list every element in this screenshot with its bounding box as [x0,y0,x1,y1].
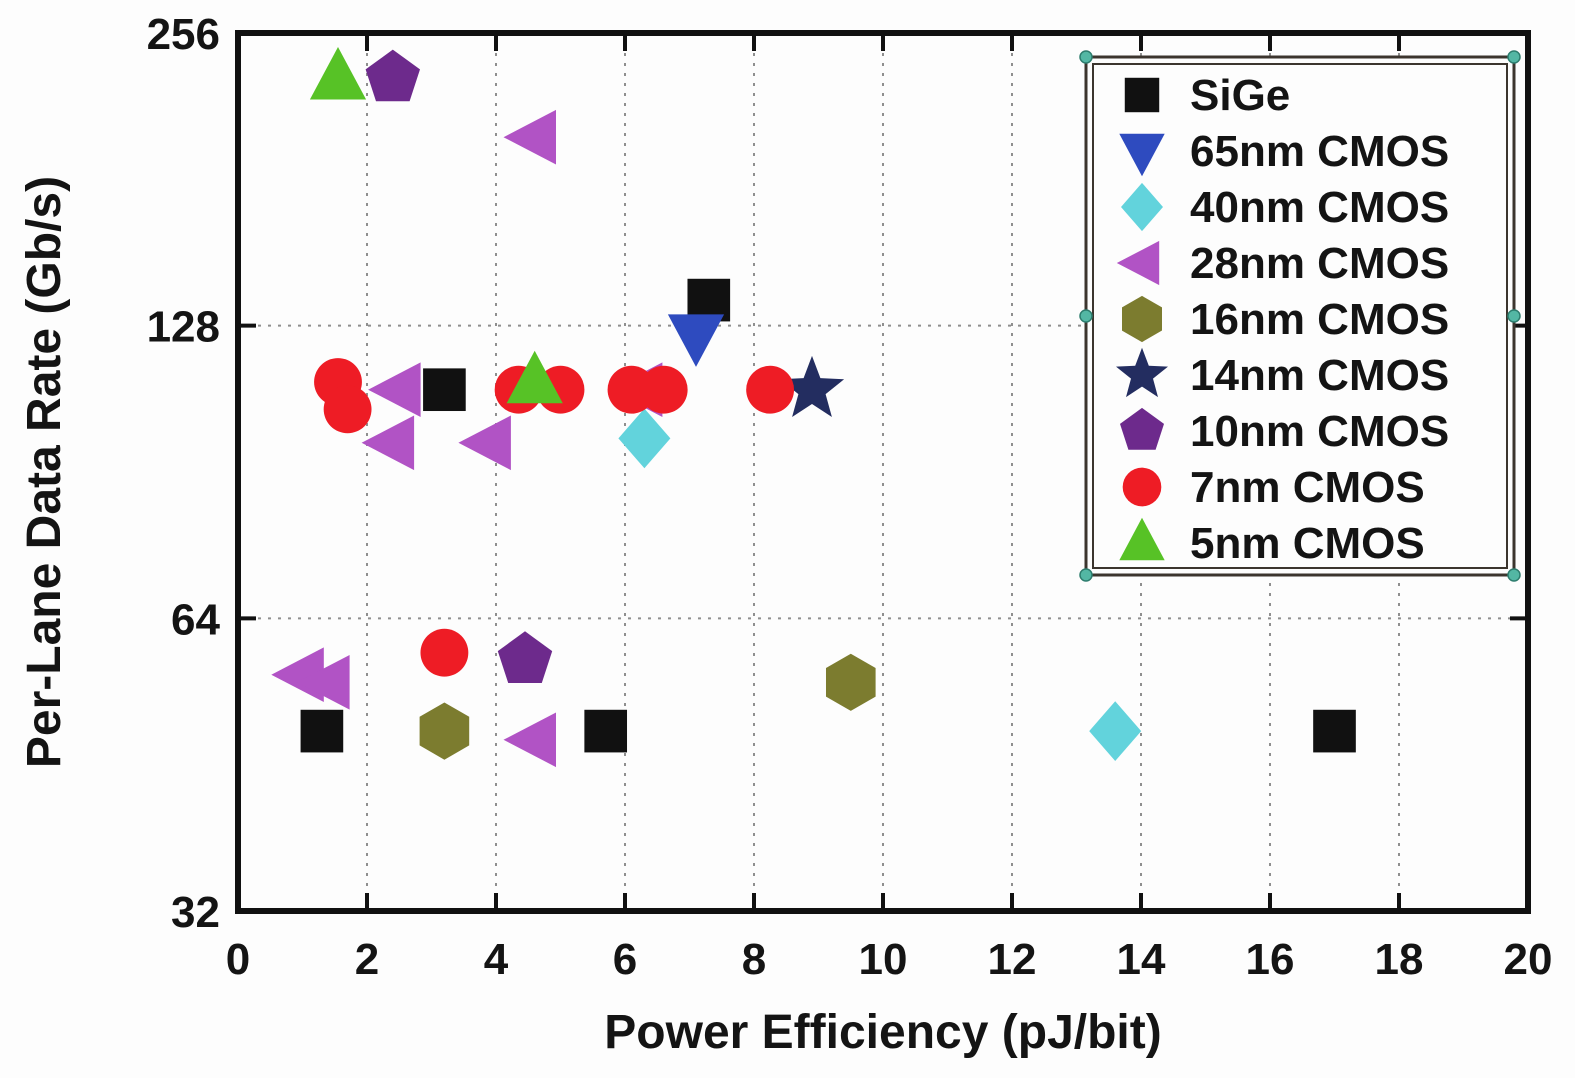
marker-SiGe [300,709,344,753]
marker-28nm-CMOS [297,655,350,710]
legend: SiGe 65nm CMOS 40nm CMOS 28nm CMOS 16nm CMOS… [1079,50,1521,582]
marker-5nm-CMOS [506,350,563,404]
gridlines [238,33,1528,911]
marker-7nm-CMOS [420,628,469,677]
legend-marker-SiGe [1124,77,1160,113]
x-tick-label-0: 0 [226,935,250,984]
legend-label-40nm-CMOS: 40nm CMOS [1190,183,1449,232]
legend-handle-dot [1079,309,1093,323]
x-tick-label-4: 4 [484,935,509,984]
x-tick-label-18: 18 [1375,935,1424,984]
x-axis-label: Power Efficiency (pJ/bit) [604,1006,1161,1059]
marker-10nm-CMOS [365,49,420,102]
marker-28nm-CMOS [361,415,415,471]
legend-label-28nm-CMOS: 28nm CMOS [1190,239,1449,288]
series-7nm-CMOS [314,358,795,677]
series-28nm-CMOS [271,109,663,768]
legend-handle-dot [1079,50,1093,64]
axis-ticks: 0 2 4 6 8 10 12 14 16 18 20 32 64 128 256 [147,10,1553,984]
marker-SiGe [584,709,628,753]
x-tick-label-2: 2 [355,935,379,984]
series-16nm-CMOS [419,653,876,760]
marker-SiGe [687,278,731,322]
series-5nm-CMOS [309,46,563,404]
legend-marker-7nm-CMOS [1122,467,1162,507]
legend-marker-10nm-CMOS [1120,407,1164,450]
legend-border-inner [1092,63,1508,569]
legend-marker-40nm-CMOS [1121,182,1163,232]
marker-7nm-CMOS [639,365,688,414]
marker-28nm-CMOS [503,109,556,165]
marker-28nm-CMOS [368,362,421,417]
legend-handle-dot [1507,568,1521,582]
legend-label-7nm-CMOS: 7nm CMOS [1190,463,1425,512]
marker-10nm-CMOS [497,631,553,683]
series-SiGe [300,278,1356,753]
marker-SiGe [1313,709,1356,753]
legend-handle-dot [1507,50,1521,64]
marker-28nm-CMOS [458,415,511,471]
marker-SiGe [423,368,466,412]
legend-marker-14nm-CMOS [1116,347,1168,398]
series-40nm-CMOS [618,408,1142,761]
marker-28nm-CMOS [503,712,556,768]
marker-14nm-CMOS [779,355,845,417]
x-tick-label-14: 14 [1117,935,1166,984]
x-tick-label-16: 16 [1246,935,1295,984]
legend-marker-16nm-CMOS [1122,295,1162,343]
x-tick-label-10: 10 [859,935,908,984]
marker-16nm-CMOS [826,653,876,711]
marker-7nm-CMOS [323,385,372,434]
y-tick-label-32: 32 [171,888,220,937]
legend-label-14nm-CMOS: 14nm CMOS [1190,351,1449,400]
series-65nm-CMOS [667,314,725,367]
marker-40nm-CMOS [1089,701,1142,761]
x-tick-label-6: 6 [613,935,637,984]
y-tick-label-64: 64 [171,595,220,644]
series-10nm-CMOS [365,49,553,683]
marker-65nm-CMOS [667,314,725,367]
legend-marker-28nm-CMOS [1116,240,1160,286]
legend-label-10nm-CMOS: 10nm CMOS [1190,407,1449,456]
chart-generated-content: 0 2 4 6 8 10 12 14 16 18 20 32 64 128 256 SiGe 65nm CMOS… [147,10,1553,984]
legend-label-16nm-CMOS: 16nm CMOS [1190,295,1449,344]
legend-handle-dot [1079,568,1093,582]
marker-40nm-CMOS [618,408,671,469]
x-tick-label-8: 8 [742,935,766,984]
x-tick-label-12: 12 [988,935,1037,984]
x-tick-label-20: 20 [1504,935,1553,984]
legend-label-SiGe: SiGe [1190,71,1290,120]
legend-marker-5nm-CMOS [1119,517,1165,561]
y-tick-label-128: 128 [147,303,220,352]
y-tick-label-256: 256 [147,10,220,59]
y-axis-label: Per-Lane Data Rate (Gb/s) [18,176,71,768]
legend-marker-65nm-CMOS [1119,133,1165,177]
marker-5nm-CMOS [309,46,367,100]
series-14nm-CMOS [779,355,845,417]
legend-label-5nm-CMOS: 5nm CMOS [1190,519,1425,568]
legend-label-65nm-CMOS: 65nm CMOS [1190,127,1449,176]
marker-7nm-CMOS [746,365,795,414]
marker-16nm-CMOS [419,702,470,760]
legend-handle-dot [1507,309,1521,323]
